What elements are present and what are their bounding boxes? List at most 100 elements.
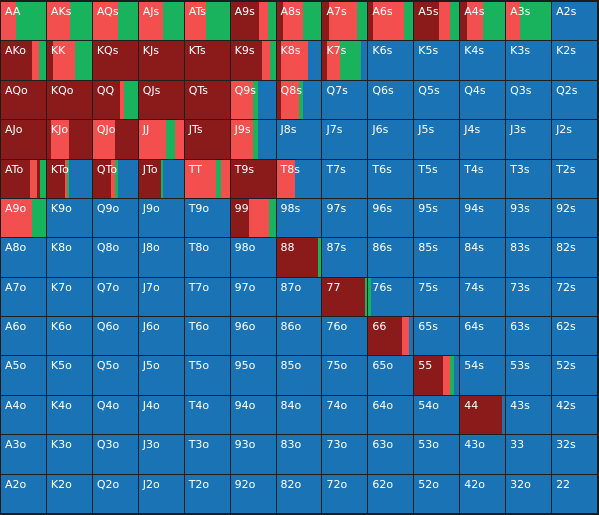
hand-cell[interactable]: JTo — [138, 159, 184, 198]
hand-cell[interactable]: KJo — [46, 120, 92, 159]
hand-cell[interactable]: K6s — [368, 41, 414, 80]
hand-cell[interactable]: A5s — [414, 2, 460, 41]
hand-cell[interactable]: 87s — [322, 238, 368, 277]
hand-cell[interactable]: 73o — [322, 435, 368, 474]
hand-cell[interactable]: 43o — [460, 435, 506, 474]
hand-cell[interactable]: QTo — [92, 159, 138, 198]
hand-cell[interactable]: AA — [1, 2, 46, 41]
hand-cell[interactable]: 63o — [368, 435, 414, 474]
hand-cell[interactable]: 53s — [506, 356, 552, 395]
hand-cell[interactable]: 22 — [552, 474, 597, 513]
hand-cell[interactable]: A3o — [1, 435, 46, 474]
hand-cell[interactable]: A2o — [1, 474, 46, 513]
hand-cell[interactable]: K2s — [552, 41, 597, 80]
hand-cell[interactable]: 66 — [368, 317, 414, 356]
hand-cell[interactable]: A6s — [368, 2, 414, 41]
hand-cell[interactable]: K5o — [46, 356, 92, 395]
hand-cell[interactable]: T9o — [184, 198, 230, 238]
hand-cell[interactable]: KTs — [184, 41, 230, 80]
hand-cell[interactable]: A9s — [230, 2, 276, 41]
hand-cell[interactable]: 94s — [460, 198, 506, 238]
hand-cell[interactable]: T2s — [552, 159, 597, 198]
hand-cell[interactable]: J5o — [138, 356, 184, 395]
hand-cell[interactable]: T5s — [414, 159, 460, 198]
hand-cell[interactable]: 83s — [506, 238, 552, 277]
hand-cell[interactable]: K6o — [46, 317, 92, 356]
hand-cell[interactable]: T6s — [368, 159, 414, 198]
hand-cell[interactable]: JJ — [138, 120, 184, 159]
hand-cell[interactable]: J4s — [460, 120, 506, 159]
hand-cell[interactable]: 74o — [322, 395, 368, 435]
hand-cell[interactable]: 84o — [276, 395, 322, 435]
hand-cell[interactable]: J7o — [138, 277, 184, 317]
hand-cell[interactable]: 54o — [414, 395, 460, 435]
hand-cell[interactable]: 72o — [322, 474, 368, 513]
hand-cell[interactable]: K5s — [414, 41, 460, 80]
hand-cell[interactable]: T8s — [276, 159, 322, 198]
hand-cell[interactable]: A3s — [506, 2, 552, 41]
hand-cell[interactable]: 92s — [552, 198, 597, 238]
hand-cell[interactable]: ATo — [1, 159, 46, 198]
hand-cell[interactable]: T9s — [230, 159, 276, 198]
hand-cell[interactable]: 75s — [414, 277, 460, 317]
hand-cell[interactable]: 73s — [506, 277, 552, 317]
hand-cell[interactable]: AJs — [138, 2, 184, 41]
hand-cell[interactable]: 97o — [230, 277, 276, 317]
hand-cell[interactable]: 44 — [460, 395, 506, 435]
hand-cell[interactable]: 72s — [552, 277, 597, 317]
hand-cell[interactable]: 62o — [368, 474, 414, 513]
hand-cell[interactable]: J3o — [138, 435, 184, 474]
hand-cell[interactable]: 82s — [552, 238, 597, 277]
hand-cell[interactable]: 83o — [276, 435, 322, 474]
hand-cell[interactable]: 97s — [322, 198, 368, 238]
hand-cell[interactable]: 96o — [230, 317, 276, 356]
hand-cell[interactable]: 96s — [368, 198, 414, 238]
hand-cell[interactable]: J2s — [552, 120, 597, 159]
hand-cell[interactable]: K3o — [46, 435, 92, 474]
hand-cell[interactable]: Q8s — [276, 80, 322, 120]
hand-cell[interactable]: Q7o — [92, 277, 138, 317]
hand-cell[interactable]: T8o — [184, 238, 230, 277]
hand-cell[interactable]: 86o — [276, 317, 322, 356]
hand-cell[interactable]: 65o — [368, 356, 414, 395]
hand-cell[interactable]: A7s — [322, 2, 368, 41]
hand-cell[interactable]: A8o — [1, 238, 46, 277]
hand-cell[interactable]: 93s — [506, 198, 552, 238]
hand-cell[interactable]: ATs — [184, 2, 230, 41]
hand-cell[interactable]: 75o — [322, 356, 368, 395]
hand-cell[interactable]: 63s — [506, 317, 552, 356]
hand-cell[interactable]: Q3o — [92, 435, 138, 474]
hand-cell[interactable]: KJs — [138, 41, 184, 80]
hand-cell[interactable]: K9o — [46, 198, 92, 238]
hand-cell[interactable]: Q5o — [92, 356, 138, 395]
hand-cell[interactable]: KK — [46, 41, 92, 80]
hand-cell[interactable]: K8o — [46, 238, 92, 277]
hand-cell[interactable]: K7s — [322, 41, 368, 80]
hand-cell[interactable]: A8s — [276, 2, 322, 41]
hand-cell[interactable]: A9o — [1, 198, 46, 238]
hand-cell[interactable]: J6s — [368, 120, 414, 159]
hand-cell[interactable]: 42s — [552, 395, 597, 435]
hand-cell[interactable]: 54s — [460, 356, 506, 395]
hand-cell[interactable]: 53o — [414, 435, 460, 474]
hand-cell[interactable]: 85s — [414, 238, 460, 277]
hand-cell[interactable]: QJs — [138, 80, 184, 120]
hand-cell[interactable]: Q4o — [92, 395, 138, 435]
hand-cell[interactable]: T6o — [184, 317, 230, 356]
hand-cell[interactable]: Q7s — [322, 80, 368, 120]
hand-cell[interactable]: Q6o — [92, 317, 138, 356]
hand-cell[interactable]: 64s — [460, 317, 506, 356]
hand-cell[interactable]: A5o — [1, 356, 46, 395]
hand-cell[interactable]: Q5s — [414, 80, 460, 120]
hand-cell[interactable]: K9s — [230, 41, 276, 80]
hand-cell[interactable]: 98o — [230, 238, 276, 277]
hand-cell[interactable]: T4o — [184, 395, 230, 435]
hand-cell[interactable]: 85o — [276, 356, 322, 395]
hand-cell[interactable]: A4o — [1, 395, 46, 435]
hand-cell[interactable]: Q4s — [460, 80, 506, 120]
hand-cell[interactable]: T7o — [184, 277, 230, 317]
hand-cell[interactable]: 87o — [276, 277, 322, 317]
hand-cell[interactable]: A7o — [1, 277, 46, 317]
hand-cell[interactable]: A6o — [1, 317, 46, 356]
hand-cell[interactable]: K3s — [506, 41, 552, 80]
